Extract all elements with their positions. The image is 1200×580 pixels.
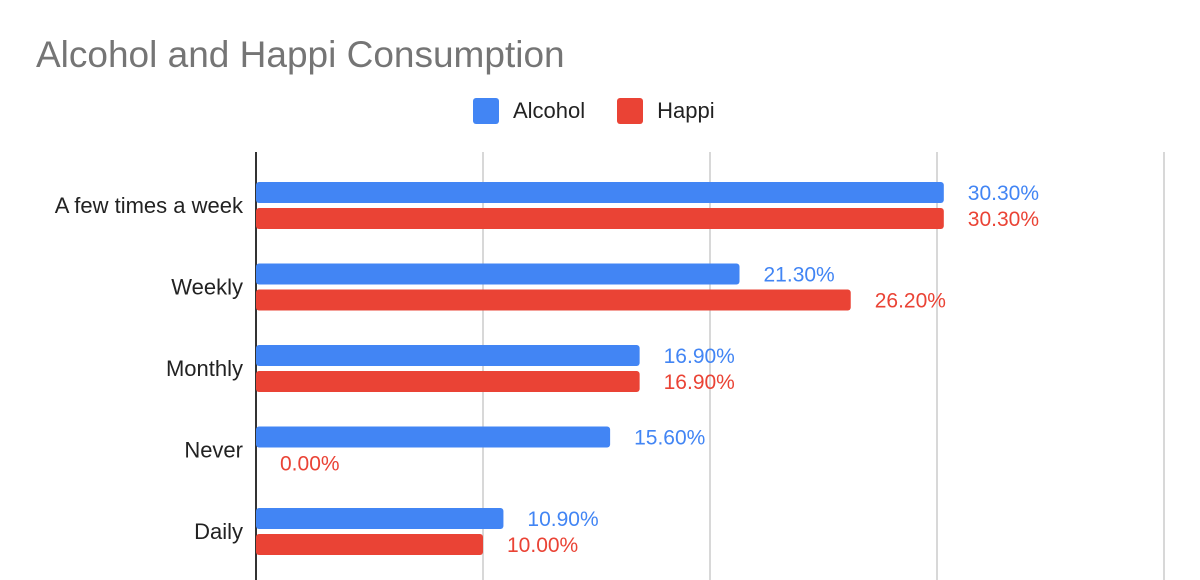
bar-alcohol: [256, 508, 504, 529]
category-label: A few times a week: [55, 193, 244, 218]
legend-item-happi[interactable]: Happi: [617, 98, 715, 124]
category-label: Monthly: [166, 356, 243, 381]
data-label: 26.20%: [875, 290, 946, 313]
bar-alcohol: [256, 182, 944, 203]
bar-happi: [256, 371, 640, 392]
bar-happi: [256, 289, 851, 311]
data-label: 30.30%: [968, 182, 1039, 205]
bar-happi: [256, 534, 483, 555]
legend-swatch-alcohol: [473, 98, 499, 124]
bar-alcohol: [256, 345, 640, 366]
legend-label-alcohol: Alcohol: [513, 98, 586, 123]
bar-happi: [256, 208, 944, 229]
legend-item-alcohol[interactable]: Alcohol: [473, 98, 585, 124]
data-label: 10.90%: [527, 508, 598, 531]
data-label: 16.90%: [664, 371, 735, 394]
data-label: 30.30%: [968, 208, 1039, 231]
legend-swatch-happi: [617, 98, 644, 124]
category-label: Never: [184, 438, 243, 463]
bar-alcohol: [256, 426, 611, 448]
category-label: Weekly: [171, 275, 243, 300]
category-label: Daily: [194, 519, 243, 544]
bar-alcohol: [256, 263, 740, 285]
legend-label-happi: Happi: [657, 98, 715, 123]
chart-title: Alcohol and Happi Consumption: [36, 34, 565, 75]
data-label: 15.60%: [634, 427, 705, 450]
data-label: 0.00%: [280, 453, 340, 476]
legend: Alcohol Happi: [473, 98, 747, 124]
data-label: 21.30%: [764, 264, 835, 287]
data-label: 10.00%: [507, 534, 578, 557]
data-label: 16.90%: [664, 345, 735, 368]
